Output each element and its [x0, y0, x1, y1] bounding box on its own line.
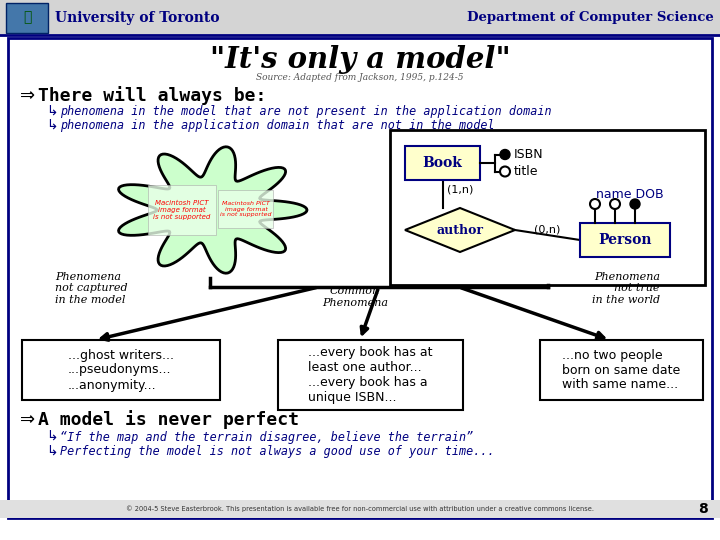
- Text: ↳: ↳: [46, 105, 58, 119]
- Text: (0,n): (0,n): [534, 225, 561, 235]
- Text: Source: Adapted from Jackson, 1995, p.124-5: Source: Adapted from Jackson, 1995, p.12…: [256, 73, 464, 83]
- Text: ...every book has at
least one author...
...every book has a
unique ISBN...: ...every book has at least one author...…: [308, 346, 433, 404]
- Text: Common
Phenomena: Common Phenomena: [322, 286, 388, 308]
- Text: ...no two people
born on same date
with same name...: ...no two people born on same date with …: [562, 348, 680, 392]
- Text: phenomena in the application domain that are not in the model: phenomena in the application domain that…: [60, 119, 495, 132]
- Text: ISBN: ISBN: [514, 148, 544, 161]
- Text: ↳: ↳: [46, 445, 58, 459]
- Text: “If the map and the terrain disagree, believe the terrain”: “If the map and the terrain disagree, be…: [60, 430, 473, 443]
- Text: ...ghost writers...
...pseudonyms...
...anonymity...: ...ghost writers... ...pseudonyms... ...…: [68, 348, 174, 392]
- FancyBboxPatch shape: [0, 500, 720, 518]
- Text: phenomena in the model that are not present in the application domain: phenomena in the model that are not pres…: [60, 105, 552, 118]
- Text: University of Toronto: University of Toronto: [55, 11, 220, 25]
- FancyBboxPatch shape: [148, 185, 216, 235]
- FancyBboxPatch shape: [580, 223, 670, 257]
- Text: Macintosh PICT
image format
is not supported: Macintosh PICT image format is not suppo…: [220, 201, 271, 217]
- Text: author: author: [436, 224, 484, 237]
- Circle shape: [630, 199, 640, 209]
- Text: Perfecting the model is not always a good use of your time...: Perfecting the model is not always a goo…: [60, 446, 495, 458]
- Polygon shape: [405, 208, 515, 252]
- Text: Department of Computer Science: Department of Computer Science: [467, 11, 714, 24]
- FancyBboxPatch shape: [8, 38, 712, 518]
- FancyBboxPatch shape: [405, 146, 480, 180]
- Text: Phenomena
not true
in the world: Phenomena not true in the world: [592, 272, 660, 305]
- Text: ↳: ↳: [46, 119, 58, 133]
- Text: Phenomena
not captured
in the model: Phenomena not captured in the model: [55, 272, 127, 305]
- Text: Person: Person: [598, 233, 652, 247]
- FancyBboxPatch shape: [540, 340, 703, 400]
- FancyBboxPatch shape: [390, 130, 705, 285]
- Text: "It's only a model": "It's only a model": [210, 45, 510, 75]
- FancyBboxPatch shape: [278, 340, 463, 410]
- Text: 8: 8: [698, 502, 708, 516]
- Text: Book: Book: [423, 156, 462, 170]
- Text: name DOB: name DOB: [596, 188, 664, 201]
- FancyBboxPatch shape: [6, 3, 48, 33]
- Text: (1,n): (1,n): [446, 185, 473, 195]
- Text: ⇒: ⇒: [20, 87, 35, 105]
- Text: Macintosh PICT
image format
is not supported: Macintosh PICT image format is not suppo…: [153, 200, 211, 220]
- FancyBboxPatch shape: [22, 340, 220, 400]
- Text: There will always be:: There will always be:: [38, 86, 266, 105]
- Text: 🌲: 🌲: [23, 10, 31, 24]
- Circle shape: [500, 150, 510, 159]
- FancyBboxPatch shape: [0, 0, 720, 35]
- Text: title: title: [514, 165, 539, 178]
- Text: © 2004-5 Steve Easterbrook. This presentation is available free for non-commerci: © 2004-5 Steve Easterbrook. This present…: [126, 505, 594, 512]
- Text: ↳: ↳: [46, 430, 58, 444]
- FancyBboxPatch shape: [218, 190, 273, 228]
- Polygon shape: [119, 147, 307, 273]
- Text: A model is never perfect: A model is never perfect: [38, 410, 299, 429]
- Text: ⇒: ⇒: [20, 411, 35, 429]
